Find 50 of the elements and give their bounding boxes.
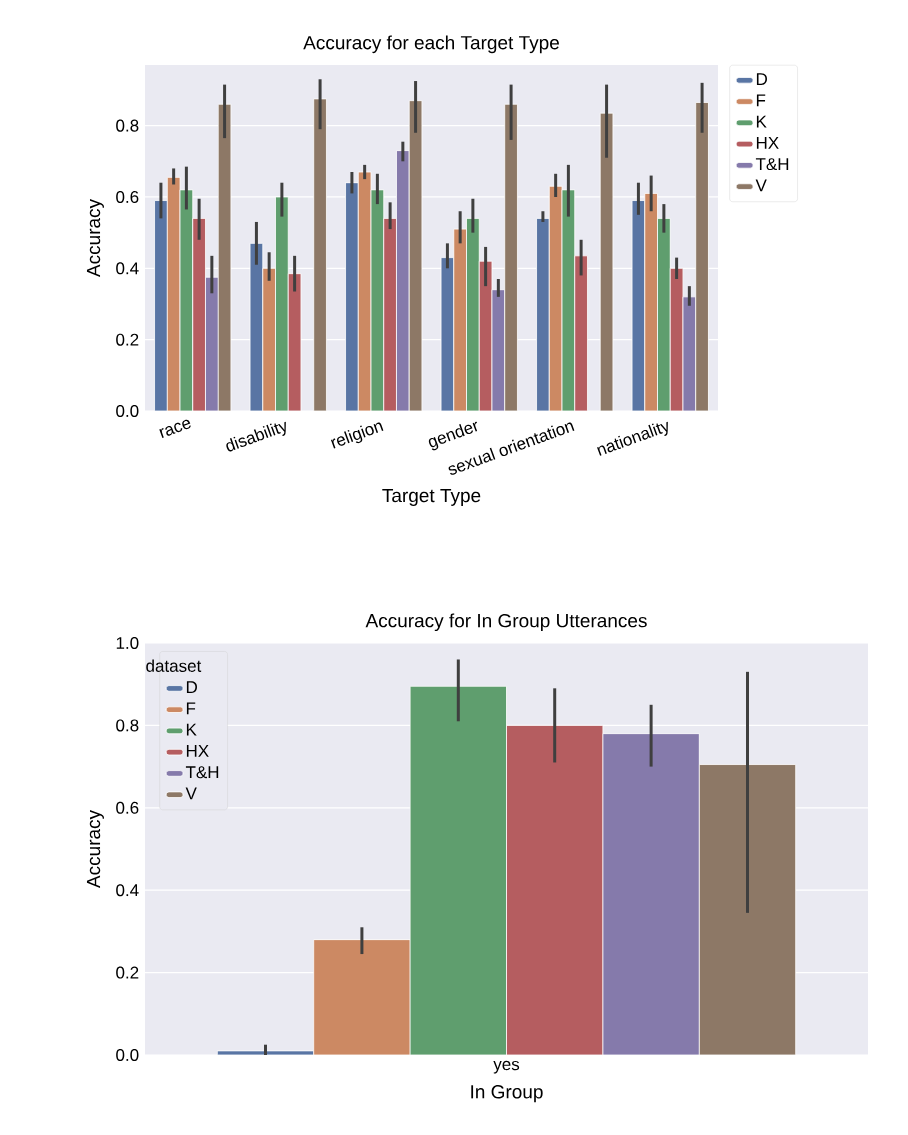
x-tick-label: race [159,419,191,439]
bar [574,255,588,411]
y-tick-label: 1.0 [116,636,139,650]
legend-title: dataset [146,659,202,672]
bar [345,182,359,411]
bar [536,217,550,411]
bar [262,267,276,411]
y-tick-label: 0.4 [116,884,139,897]
bar [453,228,467,411]
y-axis-title: Accuracy [86,809,104,889]
legend-label: F [186,702,196,715]
x-tick-label: religion [330,422,384,449]
x-axis-title: Target Type [382,488,481,506]
legend-label: D [756,73,767,85]
bar [192,217,206,411]
x-axis-title: In Group [471,1085,543,1103]
bar [154,200,168,411]
y-axis-title: Accuracy [86,198,104,278]
bar [644,193,658,411]
bar [396,150,410,411]
x-tick-label: yes [493,1060,520,1074]
y-tick-label: 0.8 [116,119,139,132]
bar [383,217,397,411]
legend-label: F [756,94,766,107]
bar [504,103,518,411]
y-tick-label: 0.0 [116,404,139,418]
bar [657,217,671,411]
bar [275,196,289,411]
legend-label: V [755,179,767,192]
legend-label: T&H [185,766,219,779]
bar [466,217,480,411]
legend-label: D [186,681,197,693]
y-tick-label: 0.8 [116,719,139,732]
y-tick-label: 0.4 [116,262,139,275]
y-tick-label: 0.6 [116,190,139,203]
legend-label: V [185,787,197,800]
y-tick-label: 0.2 [116,966,139,979]
y-tick-label: 0.2 [116,333,139,346]
y-tick-label: 0.0 [116,1048,139,1062]
legend-label: HX [756,136,779,149]
legend-label: HX [186,745,209,757]
bar [205,276,219,411]
y-tick-label: 0.6 [116,801,139,814]
legend-label: T&H [755,158,789,171]
chart-title: Accuracy for each Target Type [303,35,559,54]
legend-label: K [756,115,767,128]
bar [695,102,709,411]
bar [313,98,327,411]
chart-title: Accuracy for In Group Utterances [365,613,647,632]
legend-label: K [186,723,197,736]
